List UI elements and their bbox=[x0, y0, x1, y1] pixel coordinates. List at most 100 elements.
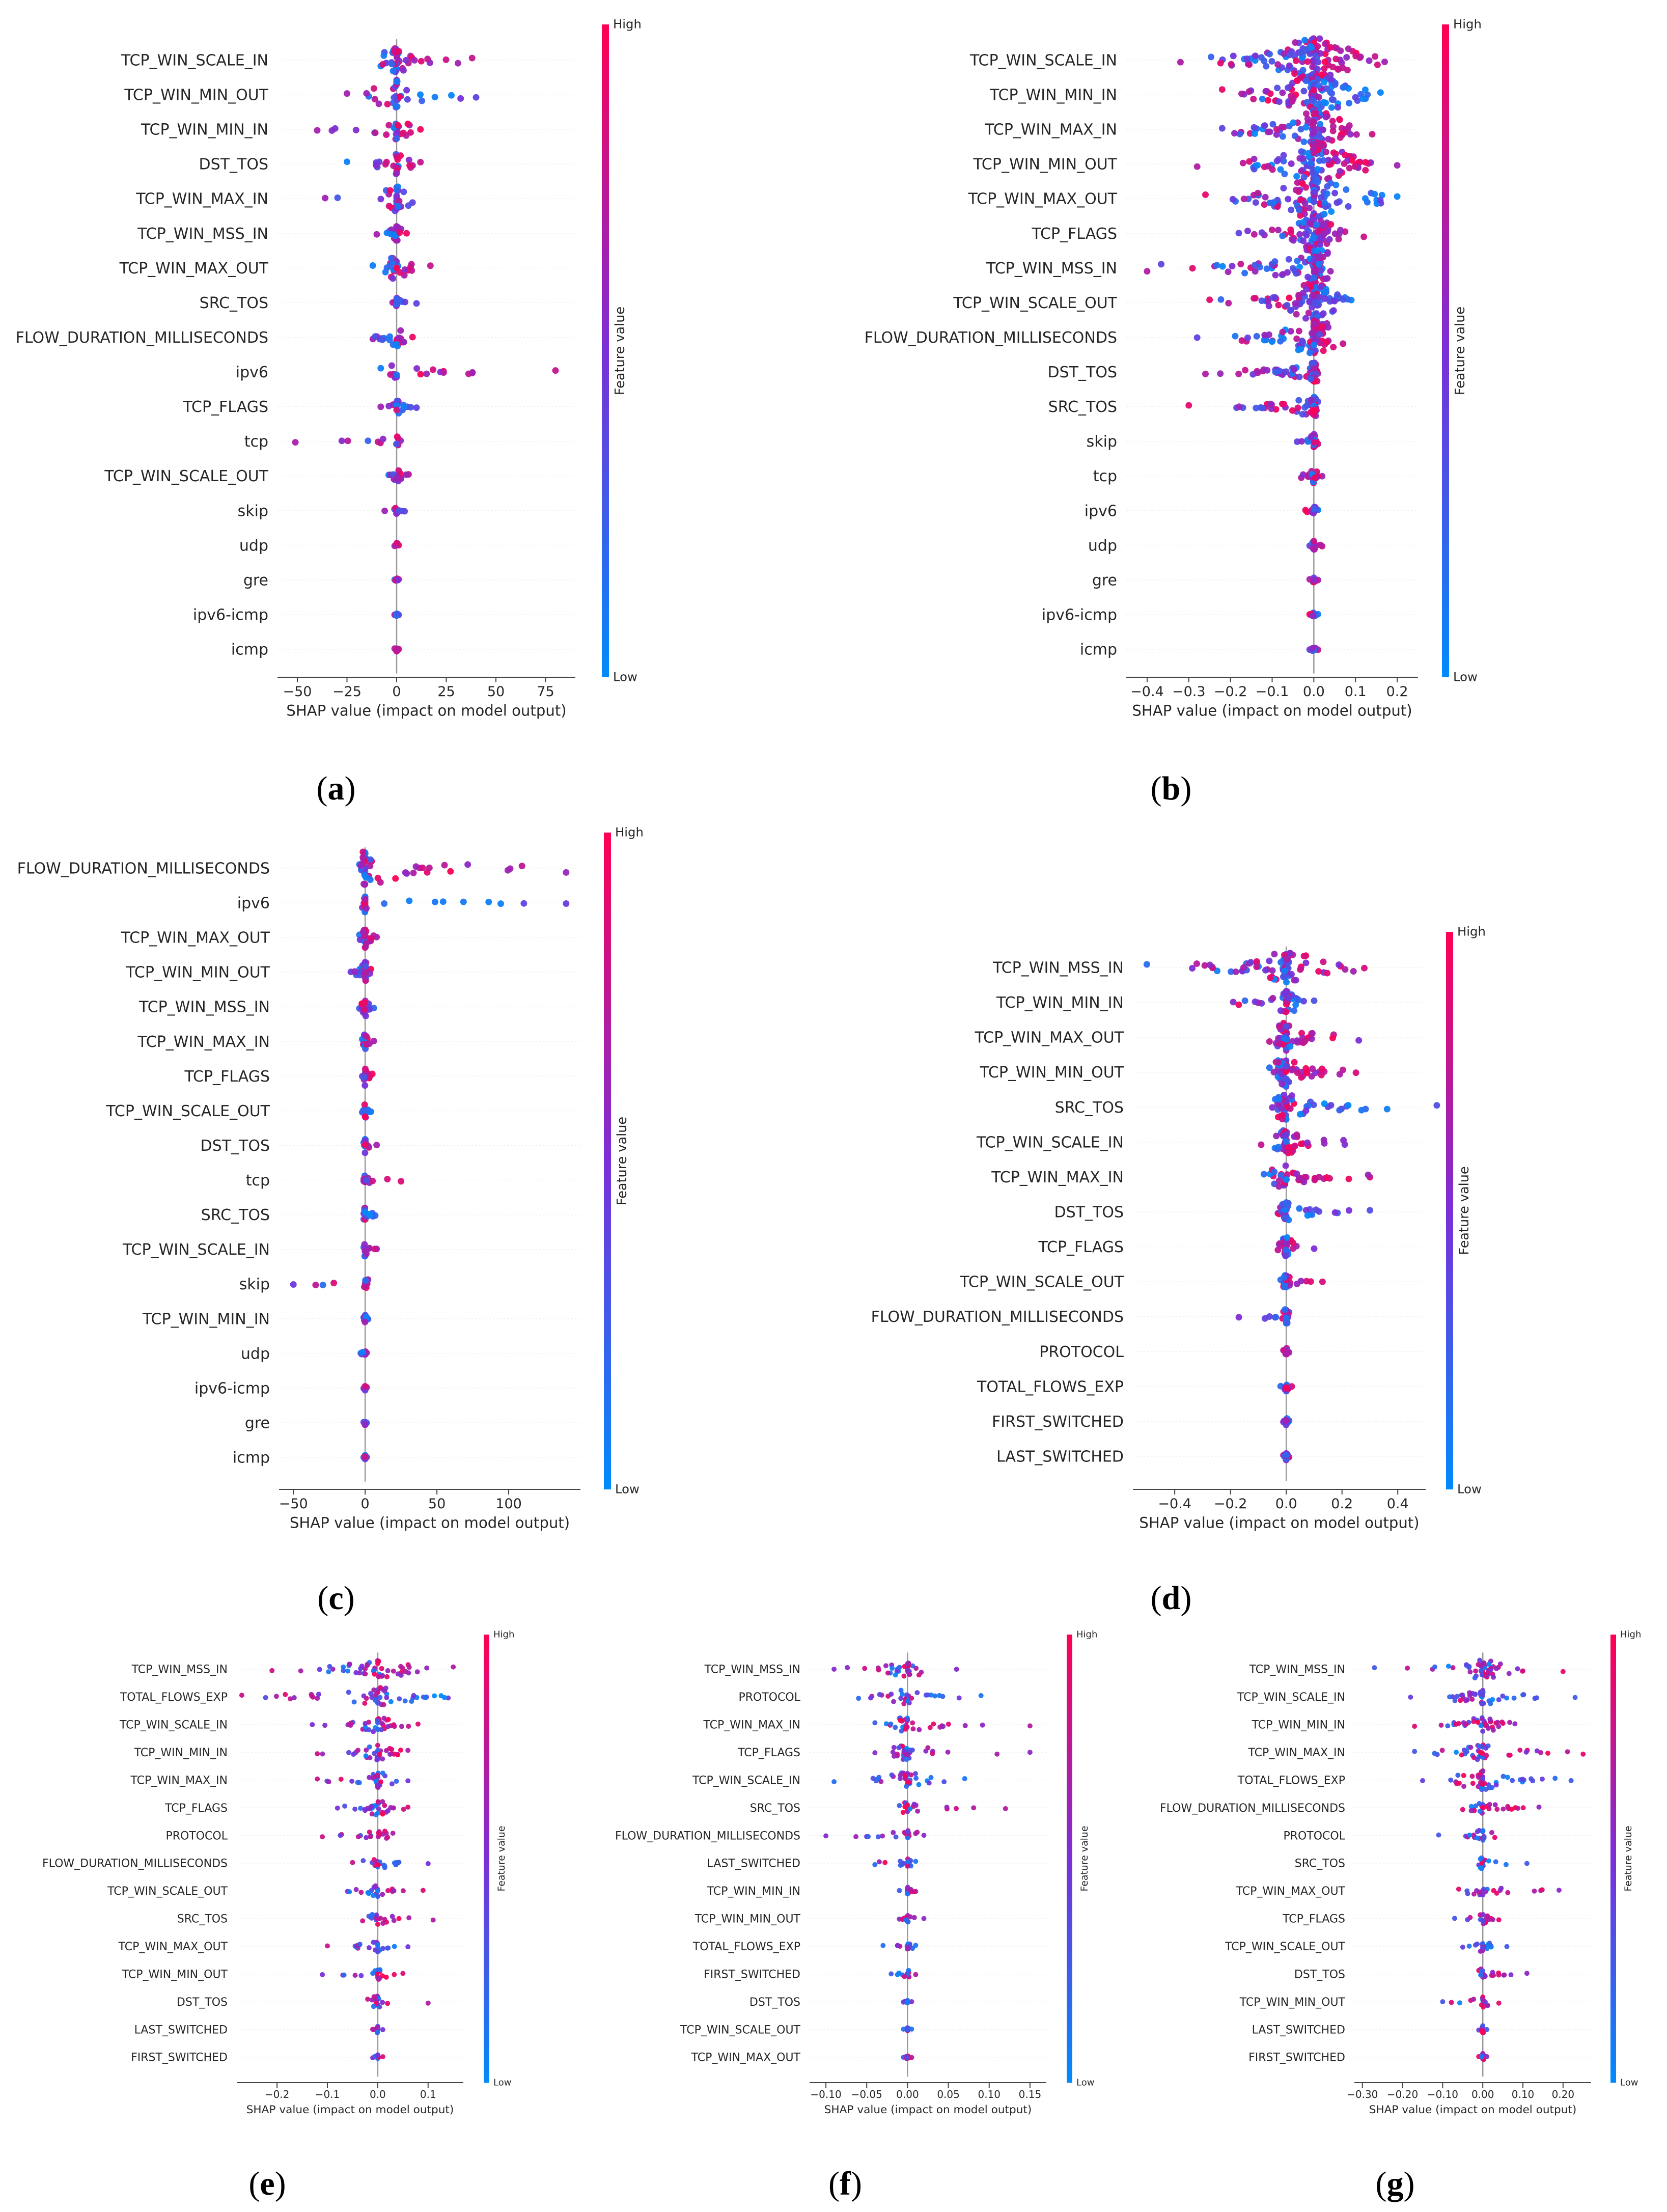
shap-point bbox=[1327, 76, 1335, 83]
shap-point bbox=[1315, 82, 1322, 89]
shap-point bbox=[362, 1141, 369, 1148]
shap-point bbox=[1311, 407, 1318, 414]
shap-point bbox=[380, 2054, 385, 2060]
shap-point bbox=[1383, 1105, 1391, 1113]
panel-g: TCP_WIN_MSS_IN TCP_WIN_SCALE_IN TCP_WIN_MI… bbox=[1160, 1629, 1641, 2116]
shap-point bbox=[1322, 290, 1329, 297]
shap-point bbox=[931, 1721, 936, 1727]
shap-point bbox=[1304, 58, 1311, 65]
shap-point bbox=[1331, 189, 1339, 197]
shap-point bbox=[405, 156, 412, 163]
shap-point bbox=[914, 1690, 920, 1696]
shap-point bbox=[1298, 438, 1305, 445]
shap-point bbox=[288, 1696, 293, 1702]
shap-point bbox=[315, 1696, 320, 1701]
shap-point bbox=[1493, 1782, 1499, 1788]
shap-point bbox=[1345, 45, 1352, 52]
shap-point bbox=[395, 48, 402, 55]
shap-point bbox=[1305, 150, 1312, 157]
shap-point bbox=[1193, 163, 1201, 170]
shap-point bbox=[1412, 1724, 1418, 1729]
shap-point bbox=[1552, 1776, 1558, 1781]
shap-point bbox=[1345, 1175, 1352, 1182]
shap-point bbox=[1355, 1037, 1363, 1044]
shap-point bbox=[1362, 167, 1369, 174]
x-tick-label: 0.1 bbox=[420, 2088, 436, 2100]
shap-point bbox=[441, 862, 448, 869]
shap-point bbox=[1287, 226, 1294, 233]
shap-point bbox=[900, 1810, 906, 1815]
shap-point bbox=[930, 1751, 935, 1756]
shap-point bbox=[1507, 1720, 1513, 1725]
shap-point bbox=[398, 1673, 404, 1678]
shap-point bbox=[385, 402, 393, 409]
shap-point bbox=[361, 1101, 368, 1108]
shap-point bbox=[1217, 60, 1224, 67]
shap-point bbox=[1480, 1744, 1485, 1750]
shap-point bbox=[1258, 229, 1265, 236]
x-axis-label: SHAP value (impact on model output) bbox=[290, 1514, 570, 1531]
shap-point bbox=[370, 85, 377, 92]
shap-point bbox=[362, 1149, 369, 1156]
shap-point bbox=[1311, 506, 1318, 513]
feature-label: LAST_SWITCHED bbox=[134, 2024, 228, 2036]
shap-point bbox=[380, 1973, 385, 1979]
shap-point bbox=[1488, 1667, 1493, 1673]
shap-point bbox=[1302, 77, 1310, 85]
x-tick-label: 0.00 bbox=[896, 2088, 919, 2100]
shap-point bbox=[1306, 205, 1313, 211]
shap-point bbox=[381, 507, 388, 514]
colorbar bbox=[1610, 1635, 1616, 2083]
shap-point bbox=[1307, 349, 1313, 356]
shap-point bbox=[885, 1670, 891, 1676]
shap-point bbox=[1272, 1314, 1280, 1321]
shap-point bbox=[1303, 508, 1311, 515]
shap-point bbox=[1240, 964, 1247, 971]
shap-point bbox=[1302, 1107, 1310, 1114]
shap-point bbox=[1315, 968, 1322, 975]
feature-label: DST_TOS bbox=[1048, 364, 1117, 381]
shap-point bbox=[377, 365, 384, 372]
shap-point bbox=[1303, 110, 1310, 117]
shap-point bbox=[1493, 1859, 1498, 1865]
feature-label: DST_TOS bbox=[201, 1137, 270, 1155]
shap-point bbox=[1240, 196, 1247, 203]
shap-point bbox=[1262, 88, 1269, 95]
shap-point bbox=[1475, 1829, 1480, 1834]
shap-point bbox=[405, 202, 412, 209]
panel-caption-b: (b) bbox=[1151, 770, 1192, 807]
shap-point bbox=[403, 87, 410, 94]
shap-point bbox=[1346, 100, 1353, 106]
shap-point bbox=[913, 1859, 919, 1864]
shap-point bbox=[962, 1723, 968, 1728]
colorbar bbox=[604, 833, 611, 1489]
feature-label: TCP_WIN_MIN_OUT bbox=[124, 87, 268, 104]
panel-caption-f: (f) bbox=[828, 2165, 862, 2202]
caption-open-paren: ( bbox=[1376, 2165, 1387, 2202]
feature-label: TCP_WIN_MAX_IN bbox=[1247, 1747, 1345, 1759]
shap-point bbox=[1473, 1803, 1479, 1809]
shap-point bbox=[393, 192, 400, 200]
shap-point bbox=[1317, 267, 1324, 274]
feature-label: TOTAL_FLOWS_EXP bbox=[692, 1941, 800, 1953]
shap-point bbox=[891, 1830, 896, 1835]
x-axis-label: SHAP value (impact on model output) bbox=[824, 2104, 1032, 2116]
shap-point bbox=[911, 1802, 917, 1807]
shap-point bbox=[1478, 1723, 1484, 1728]
shap-point bbox=[239, 1693, 244, 1698]
shap-point bbox=[1480, 1892, 1486, 1897]
shap-point bbox=[1299, 180, 1306, 187]
shap-point bbox=[1325, 156, 1332, 163]
shap-point bbox=[1299, 155, 1307, 162]
shap-point bbox=[375, 1942, 380, 1948]
shap-point bbox=[897, 1665, 902, 1670]
shap-point bbox=[921, 1833, 927, 1838]
feature-label: TCP_WIN_SCALE_IN bbox=[119, 1719, 228, 1732]
shap-point bbox=[398, 1747, 403, 1753]
shap-point bbox=[1317, 50, 1324, 57]
shap-point bbox=[909, 1999, 914, 2004]
shap-point bbox=[1320, 157, 1327, 164]
shap-point bbox=[1350, 968, 1357, 975]
shap-point bbox=[1283, 1075, 1290, 1083]
shap-point bbox=[1144, 268, 1151, 275]
